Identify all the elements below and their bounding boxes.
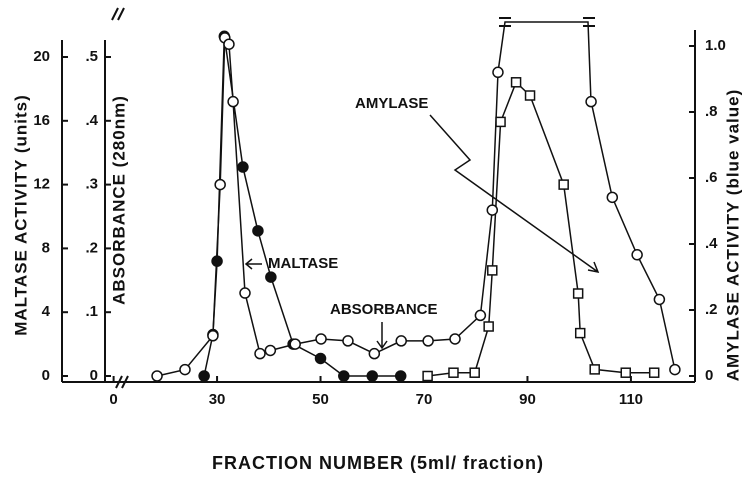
y-axis-label: MALTASE ACTIVITY (units) [11, 94, 30, 336]
point [469, 367, 480, 378]
tick-label: .2 [85, 239, 98, 256]
point [510, 77, 522, 88]
point [669, 363, 681, 376]
tick-label: 1.0 [705, 37, 726, 54]
point [151, 370, 163, 382]
point [449, 333, 461, 345]
series-line [427, 80, 655, 377]
point [338, 370, 350, 382]
point [315, 333, 327, 345]
tick-label: .8 [705, 103, 718, 120]
tick-label: 0 [705, 367, 713, 384]
x-tick-label: 50 [312, 391, 329, 408]
annotation: ABSORBANCE [330, 301, 438, 318]
tick-label: .2 [705, 301, 718, 318]
point [342, 335, 354, 347]
point [585, 95, 597, 108]
annotation: MALTASE [268, 255, 338, 272]
point [227, 95, 239, 108]
point [524, 90, 536, 101]
tick-label: .3 [85, 176, 98, 193]
annotation-arrow [244, 258, 262, 270]
series-line [156, 35, 676, 377]
point [495, 116, 506, 128]
point [394, 370, 407, 382]
tick-label: .1 [85, 303, 98, 320]
point [179, 363, 191, 376]
x-axis-label: FRACTION NUMBER (5ml/ fraction) [212, 453, 544, 473]
point [207, 330, 219, 342]
point [239, 287, 251, 299]
point [264, 344, 277, 357]
tick-label: 4 [42, 303, 51, 320]
point [648, 367, 660, 378]
axis-break [115, 375, 129, 389]
point [486, 204, 499, 216]
point [395, 335, 407, 347]
tick-label: 0 [42, 367, 50, 384]
point [620, 367, 631, 378]
point [223, 38, 235, 50]
tick-label: 20 [33, 48, 50, 65]
series-line [203, 36, 401, 377]
point [558, 179, 569, 190]
point [198, 370, 210, 382]
tick-label: 16 [33, 112, 50, 129]
tick-label: .4 [85, 112, 98, 129]
point [254, 347, 266, 360]
y2-axis-label: AMYLASE ACTIVITY (blue value) [723, 89, 742, 382]
point [483, 321, 494, 332]
point [606, 191, 619, 204]
annotation-arrow [429, 114, 600, 274]
off-scale-bridge [497, 21, 592, 103]
x-tick-label: 70 [416, 391, 433, 408]
point [265, 271, 277, 283]
point [252, 225, 264, 237]
point [574, 327, 586, 339]
point [422, 335, 434, 347]
tick-label: .4 [705, 235, 718, 252]
off-scale-mark [499, 17, 595, 27]
tick-label: 8 [42, 239, 50, 256]
point [474, 309, 487, 322]
annotation: AMYLASE [355, 95, 428, 112]
point [366, 370, 379, 382]
axis-break [111, 7, 125, 21]
point [589, 364, 600, 375]
tick-label: .6 [705, 169, 718, 186]
y-inner-axis-label: ABSORBANCE (280nm) [109, 95, 128, 305]
annotation-arrow [376, 322, 388, 350]
point [314, 352, 327, 365]
point [448, 367, 459, 378]
point [631, 249, 643, 261]
point [653, 293, 666, 306]
x-tick-label: 90 [519, 391, 536, 408]
x-tick-label: 0 [109, 391, 117, 408]
point [422, 370, 433, 382]
point [487, 265, 498, 276]
point [572, 288, 584, 299]
tick-label: 12 [33, 176, 50, 193]
tick-label: .5 [85, 48, 98, 65]
point [368, 347, 381, 360]
x-tick-label: 110 [619, 391, 643, 408]
point [492, 66, 504, 79]
point [237, 161, 249, 173]
x-tick-label: 30 [209, 391, 226, 408]
point [289, 338, 301, 350]
tick-label: 0 [90, 367, 98, 384]
point [211, 255, 223, 267]
point [214, 178, 226, 191]
